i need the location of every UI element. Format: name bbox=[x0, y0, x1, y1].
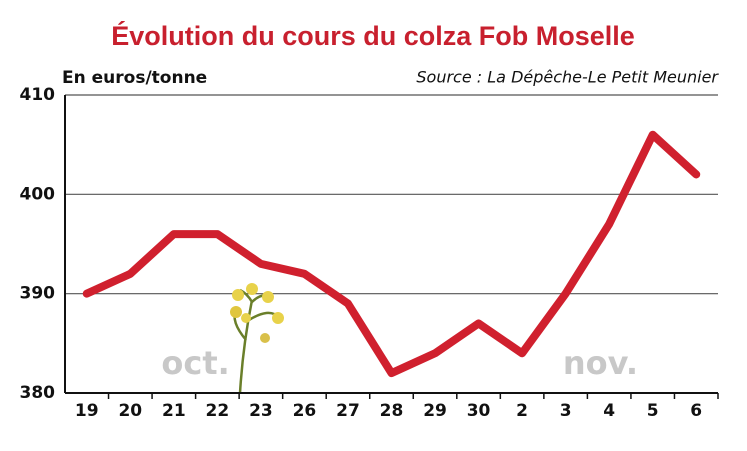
y-tick-label: 400 bbox=[20, 184, 56, 204]
x-tick-label: 28 bbox=[380, 401, 404, 421]
annotation: nov. bbox=[563, 344, 638, 382]
y-axis-label: En euros/tonne bbox=[62, 68, 207, 88]
x-tick-label: 6 bbox=[690, 401, 702, 421]
x-tick-label: 26 bbox=[293, 401, 317, 421]
x-tick-label: 23 bbox=[249, 401, 273, 421]
x-tick-label: 30 bbox=[467, 401, 491, 421]
y-tick-label: 410 bbox=[20, 85, 56, 105]
line bbox=[82, 130, 701, 378]
x-tick-label: 19 bbox=[75, 401, 99, 421]
flower bbox=[230, 283, 284, 394]
x-tick-label: 5 bbox=[647, 401, 659, 421]
x-tick-label: 22 bbox=[206, 401, 230, 421]
y-tick-label: 390 bbox=[20, 284, 56, 304]
x-tick-label: 3 bbox=[560, 401, 572, 421]
source: Source : La Dépêche-Le Petit Meunier bbox=[416, 68, 719, 87]
x-tick-label: 29 bbox=[423, 401, 447, 421]
x-tick-label: 21 bbox=[162, 401, 186, 421]
annotation: oct. bbox=[161, 344, 229, 382]
x-tick-label: 2 bbox=[516, 401, 528, 421]
chart-title: Évolution du cours du colza Fob Moselle bbox=[111, 20, 635, 51]
x-tick-label: 4 bbox=[603, 401, 615, 421]
x-tick-label: 20 bbox=[118, 401, 142, 421]
x-tick-label: 27 bbox=[336, 401, 360, 421]
y-tick-label: 380 bbox=[20, 383, 56, 403]
